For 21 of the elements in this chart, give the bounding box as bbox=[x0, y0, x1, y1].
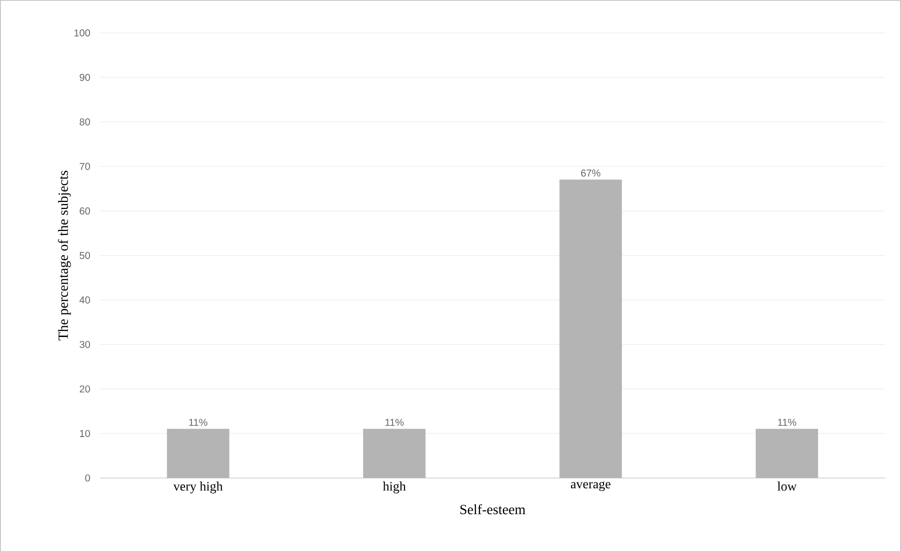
y-tick-label: 30 bbox=[80, 340, 90, 348]
y-tick-label: 70 bbox=[80, 162, 90, 170]
y-tick-label: 60 bbox=[80, 207, 90, 215]
y-tick-label: 100 bbox=[74, 29, 90, 36]
y-tick-label: 90 bbox=[80, 74, 90, 81]
x-tick-label: average bbox=[570, 482, 610, 492]
data-label: 11% bbox=[189, 418, 208, 426]
y-tick-label: 80 bbox=[80, 118, 90, 126]
y-tick-label: 50 bbox=[80, 252, 90, 260]
x-tick-label: very high bbox=[173, 482, 223, 494]
y-axis-title: The percentage of the subjects bbox=[58, 170, 71, 340]
x-tick-label: low bbox=[777, 482, 797, 491]
y-tick-label: 0 bbox=[85, 474, 90, 482]
x-axis-title: Self-esteem bbox=[460, 504, 526, 514]
y-tick-label: 10 bbox=[80, 430, 90, 438]
y-tick-label: 40 bbox=[80, 296, 90, 304]
data-label: 67% bbox=[581, 170, 600, 177]
y-tick-label: 20 bbox=[80, 385, 90, 393]
x-tick-label: high bbox=[382, 482, 406, 494]
data-label: 11% bbox=[778, 418, 796, 426]
data-label: 11% bbox=[386, 418, 404, 426]
